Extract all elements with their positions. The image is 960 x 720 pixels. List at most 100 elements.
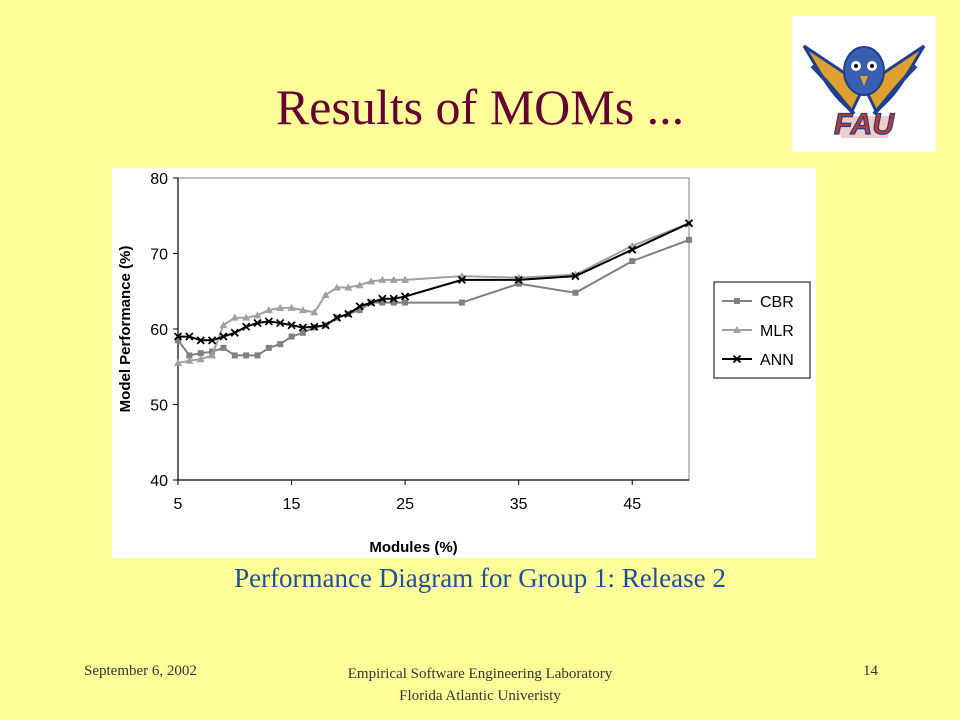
data-point-ann: [344, 309, 353, 319]
y-tick-label: 80: [150, 171, 168, 188]
series-mlr: [174, 219, 693, 366]
data-point-mlr: [310, 308, 319, 316]
data-point-mlr: [242, 313, 251, 321]
data-point-mlr: [174, 358, 182, 366]
data-point-ann: [276, 318, 285, 328]
data-point-cbr: [231, 352, 238, 359]
data-point-ann: [355, 302, 364, 311]
data-point-mlr: [401, 275, 410, 283]
x-tick-label: 5: [174, 496, 183, 513]
data-point-ann: [571, 272, 580, 281]
data-point-cbr: [572, 289, 579, 296]
data-point-mlr: [185, 356, 194, 364]
data-point-cbr: [402, 299, 409, 306]
y-tick-label: 70: [150, 247, 168, 264]
series-line-cbr: [177, 238, 690, 357]
legend-label: CBR: [760, 294, 794, 311]
data-point-ann: [230, 328, 239, 337]
legend-label: ANN: [760, 352, 794, 369]
data-point-cbr: [265, 344, 272, 351]
legend-marker: [734, 298, 740, 304]
data-point-ann: [253, 318, 262, 328]
data-point-mlr: [355, 281, 364, 289]
data-point-mlr: [196, 355, 205, 363]
data-point-ann: [241, 322, 251, 331]
data-point-ann: [298, 323, 308, 332]
data-point-ann: [321, 321, 330, 330]
data-point-ann: [207, 336, 217, 345]
x-axis-label: Modules (%): [369, 539, 457, 556]
x-tick-label: 45: [623, 496, 641, 513]
series-line-mlr: [177, 222, 690, 364]
data-point-cbr: [197, 350, 204, 357]
x-tick-label: 25: [396, 496, 414, 513]
legend-item-mlr: MLR: [722, 323, 794, 340]
series-ann: [173, 219, 694, 345]
data-point-ann: [287, 321, 296, 330]
data-point-mlr: [219, 321, 228, 329]
footer-lab-name: Empirical Software Engineering Laborator…: [347, 666, 613, 682]
data-point-cbr: [220, 344, 227, 351]
data-point-mlr: [230, 313, 239, 321]
fau-logo-text: FAU: [834, 108, 895, 141]
data-point-mlr: [321, 291, 330, 299]
performance-chart: 40 50 60 70 80 5 15 25 35 45 Modules (%) Model Perf…: [112, 168, 816, 558]
data-point-mlr: [389, 275, 398, 283]
data-point-ann: [173, 332, 183, 341]
data-point-ann: [196, 336, 205, 345]
data-point-mlr: [276, 303, 285, 311]
data-point-cbr: [356, 307, 363, 314]
data-point-cbr: [243, 352, 250, 359]
data-point-ann: [378, 294, 387, 303]
y-tick-label: 40: [150, 473, 168, 490]
legend-item-ann: ANN: [722, 352, 794, 369]
data-point-cbr: [288, 333, 295, 340]
data-point-cbr: [277, 341, 284, 348]
data-point-mlr: [264, 306, 273, 314]
legend-marker: [732, 354, 742, 364]
data-point-ann: [457, 275, 467, 285]
data-point-ann: [219, 332, 228, 341]
data-point-mlr: [344, 283, 353, 291]
y-tick-label: 60: [150, 322, 168, 339]
plot-area-frame: [177, 177, 690, 481]
data-point-mlr: [367, 277, 376, 285]
data-point-mlr: [253, 311, 262, 319]
data-point-mlr: [332, 283, 341, 291]
y-tick-label: 50: [150, 398, 168, 415]
data-point-ann: [514, 275, 523, 285]
data-point-cbr: [686, 236, 692, 243]
data-point-mlr: [287, 303, 296, 311]
footer-university: Florida Atlantic Univeristy: [399, 688, 561, 704]
x-tick-label: 15: [283, 496, 301, 513]
data-point-ann: [185, 332, 194, 341]
data-point-cbr: [515, 280, 522, 287]
legend-marker: [733, 326, 741, 333]
data-point-ann: [400, 292, 410, 301]
chart-caption: Performance Diagram for Group 1: Release…: [234, 563, 726, 593]
footer-date: September 6, 2002: [84, 663, 197, 679]
data-point-cbr: [390, 299, 397, 306]
data-point-cbr: [458, 299, 465, 306]
data-point-ann: [684, 219, 694, 228]
data-point-ann: [310, 322, 319, 331]
data-point-ann: [366, 298, 376, 307]
data-point-ann: [628, 245, 637, 254]
data-point-cbr: [299, 329, 306, 336]
data-point-cbr: [186, 352, 193, 359]
data-point-cbr: [379, 299, 386, 306]
data-point-cbr: [629, 258, 636, 265]
y-axis-label: Model Performance (%): [117, 246, 134, 413]
data-point-ann: [264, 317, 273, 326]
slide-title: Results of MOMs ...: [275, 79, 685, 135]
data-point-mlr: [298, 306, 307, 314]
data-point-ann: [332, 313, 342, 322]
data-point-cbr: [175, 337, 181, 344]
data-point-cbr: [254, 352, 261, 359]
legend-label: MLR: [760, 323, 794, 340]
page-number: 14: [863, 663, 878, 679]
x-tick-label: 35: [510, 496, 528, 513]
chart-svg: 40 50 60 70 80 5 15 25 35 45 Modules (%) Model Perf…: [117, 171, 811, 556]
legend-item-cbr: CBR: [722, 294, 794, 311]
fau-owl-logo: FAU: [792, 16, 936, 152]
